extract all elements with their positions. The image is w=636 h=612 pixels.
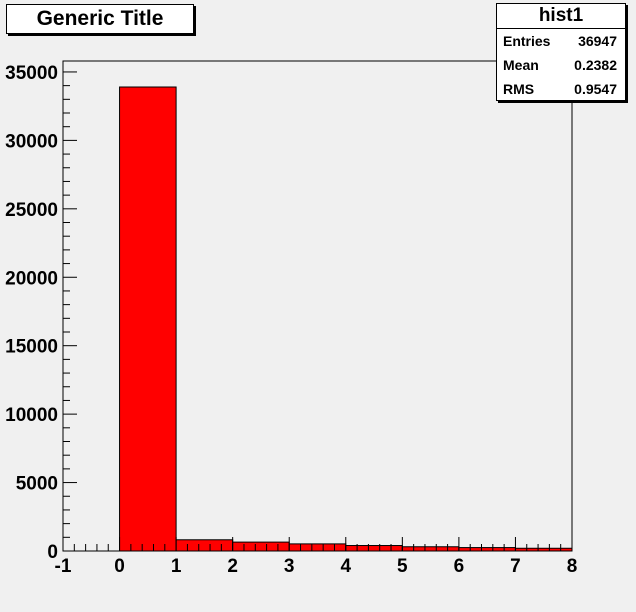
histogram-bar [119, 86, 177, 552]
stats-histogram-name: hist1 [497, 4, 625, 29]
y-tick-label: 5000 [16, 474, 58, 495]
axis-ticks [62, 71, 573, 552]
y-tick-label: 0 [47, 542, 58, 563]
x-tick-label: 4 [340, 556, 351, 577]
stats-value: 36947 [578, 33, 617, 49]
axis-tick-labels: -1 0 1 2 3 4 5 6 7 805000100001500020000250003000… [5, 63, 577, 577]
histogram-bar [288, 543, 347, 552]
stats-value: 0.9547 [574, 81, 617, 97]
histogram-bar [458, 547, 516, 552]
histogram-bar [232, 541, 290, 552]
x-tick-label: 8 [567, 556, 578, 577]
x-tick-label: 7 [510, 556, 521, 577]
x-tick-label: -1 [55, 556, 72, 577]
stats-label: Mean [503, 57, 539, 73]
x-tick-label: 6 [454, 556, 465, 577]
stats-value: 0.2382 [574, 57, 617, 73]
y-tick-label: 25000 [5, 200, 58, 221]
stats-label: Entries [503, 33, 551, 49]
y-tick-label: 35000 [5, 63, 58, 84]
x-tick-label: 3 [284, 556, 295, 577]
stats-row-rms: RMS 0.9547 [497, 77, 625, 101]
stats-row-mean: Mean 0.2382 [497, 53, 625, 77]
x-tick-label: 1 [171, 556, 182, 577]
histogram-bars [119, 86, 573, 552]
y-tick-label: 15000 [5, 337, 58, 358]
stats-row-entries: Entries 36947 [497, 29, 625, 53]
plot-frame [62, 60, 573, 552]
histogram-bar [401, 546, 460, 552]
chart-title: Generic Title [6, 4, 194, 34]
stats-label: RMS [503, 81, 535, 97]
histogram-bar [345, 545, 403, 552]
stats-box: hist1 Entries 36947 Mean 0.2382 RMS 0.95… [496, 3, 626, 101]
x-tick-label: 5 [397, 556, 408, 577]
x-tick-label: 0 [114, 556, 125, 577]
x-tick-label: 2 [227, 556, 238, 577]
y-tick-label: 30000 [5, 131, 58, 152]
y-tick-label: 20000 [5, 268, 58, 289]
y-tick-label: 10000 [5, 405, 58, 426]
histogram-bar [175, 539, 234, 552]
